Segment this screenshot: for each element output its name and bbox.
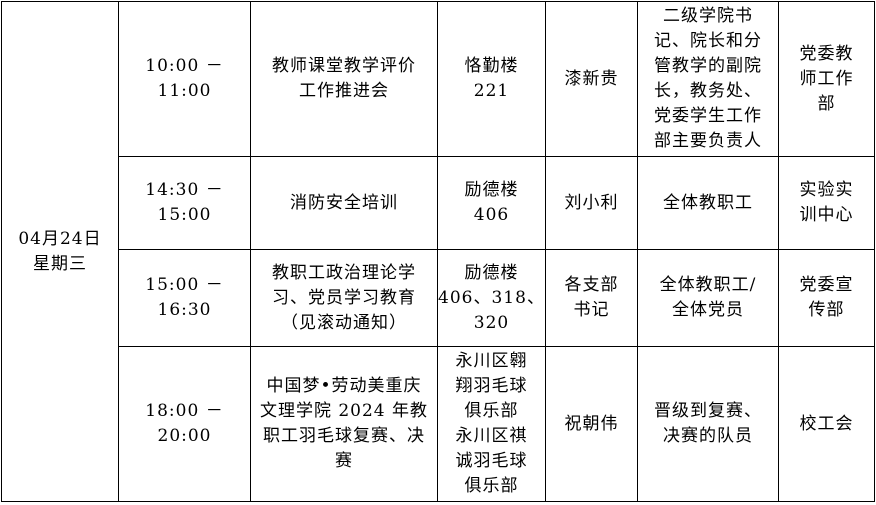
time-cell: 18:00 － 20:00 bbox=[118, 346, 251, 502]
table-row: 14:30 － 15:00 消防安全培训 励德楼 406 刘小利 全体教职工 实… bbox=[2, 156, 875, 250]
host-cell: 各支部 书记 bbox=[545, 249, 638, 347]
table-row: 18:00 － 20:00 中国梦•劳动美重庆 文理学院 2024 年教 职工羽… bbox=[2, 346, 875, 502]
table-row: 15:00 － 16:30 教职工政治理论学 习、党员学习教育 （见滚动通知） … bbox=[2, 249, 875, 347]
host-cell: 漆新贵 bbox=[545, 1, 638, 157]
event-cell: 消防安全培训 bbox=[250, 156, 438, 250]
location-cell: 恪勤楼 221 bbox=[437, 1, 546, 157]
participants-cell: 晋级到复赛、 决赛的队员 bbox=[637, 346, 779, 502]
event-cell: 教师课堂教学评价 工作推进会 bbox=[250, 1, 438, 157]
time-cell: 10:00 － 11:00 bbox=[118, 1, 251, 157]
participants-cell: 全体教职工 bbox=[637, 156, 779, 250]
time-cell: 15:00 － 16:30 bbox=[118, 249, 251, 347]
event-cell: 中国梦•劳动美重庆 文理学院 2024 年教 职工羽毛球复赛、决 赛 bbox=[250, 346, 438, 502]
department-cell: 党委教 师工作 部 bbox=[778, 1, 875, 157]
participants-cell: 全体教职工/ 全体党员 bbox=[637, 249, 779, 347]
department-cell: 实验实 训中心 bbox=[778, 156, 875, 250]
department-cell: 党委宣 传部 bbox=[778, 249, 875, 347]
department-cell: 校工会 bbox=[778, 346, 875, 502]
event-cell: 教职工政治理论学 习、党员学习教育 （见滚动通知） bbox=[250, 249, 438, 347]
location-cell: 永川区翱 翔羽毛球 俱乐部 永川区祺 诚羽毛球 俱乐部 bbox=[437, 346, 546, 502]
participants-cell: 二级学院书 记、院长和分 管教学的副院 长，教务处、 党委学生工作 部主要负责人 bbox=[637, 1, 779, 157]
date-cell: 04月24日 星期三 bbox=[1, 1, 119, 502]
location-cell: 励德楼 406 bbox=[437, 156, 546, 250]
location-cell: 励德楼 406、318、 320 bbox=[437, 249, 546, 347]
time-cell: 14:30 － 15:00 bbox=[118, 156, 251, 250]
host-cell: 祝朝伟 bbox=[545, 346, 638, 502]
host-cell: 刘小利 bbox=[545, 156, 638, 250]
